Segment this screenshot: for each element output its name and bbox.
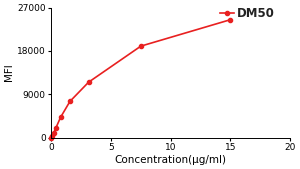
X-axis label: Concentration(μg/ml): Concentration(μg/ml) — [115, 155, 227, 165]
Legend: DM50: DM50 — [220, 7, 275, 20]
Y-axis label: MFI: MFI — [4, 64, 14, 81]
